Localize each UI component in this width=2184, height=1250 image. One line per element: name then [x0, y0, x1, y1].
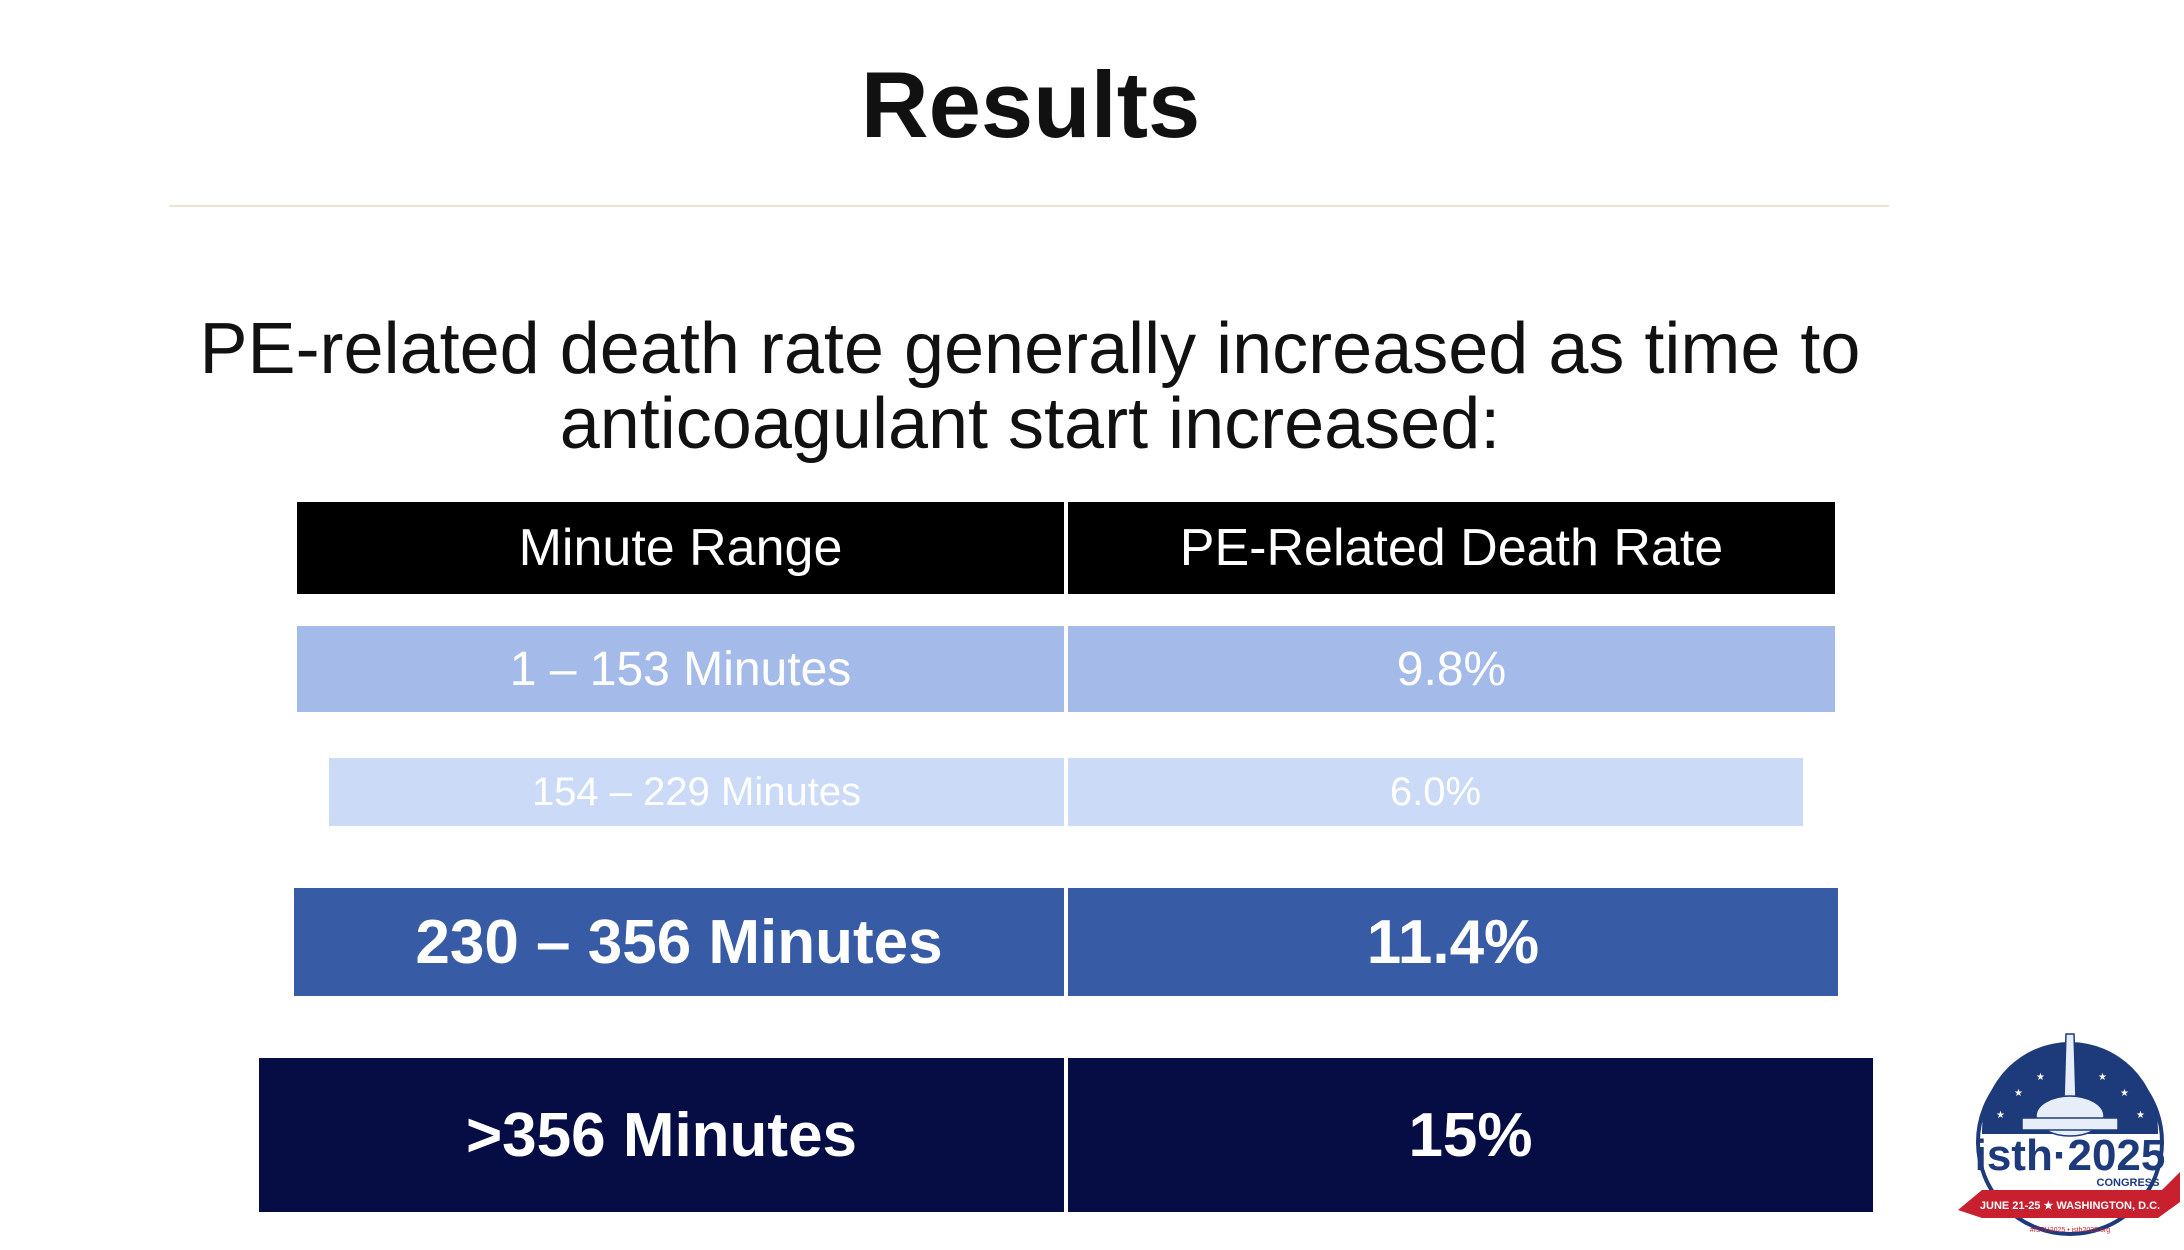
table-row-4-range: >356 Minutes: [259, 1058, 1064, 1212]
slide-title: Results: [860, 52, 1201, 157]
table-header-death-rate: PE-Related Death Rate: [1068, 502, 1835, 594]
svg-text:★: ★: [2120, 1088, 2129, 1099]
capitol-icon: [2021, 1033, 2119, 1137]
logo-footer-text: #ISTH2025 • isth2025.org: [2030, 1227, 2110, 1234]
svg-text:★: ★: [2098, 1072, 2107, 1083]
slide-subtitle: PE-related death rate generally increase…: [120, 312, 1940, 462]
logo-wordmark: isth·2025: [1975, 1131, 2166, 1180]
subtitle-line-1: PE-related death rate generally increase…: [199, 309, 1861, 389]
table-row-3-rate: 11.4%: [1068, 888, 1838, 996]
subtitle-line-2: anticoagulant start increased:: [559, 384, 1501, 464]
table-row-2-rate: 6.0%: [1068, 758, 1803, 826]
title-divider: [169, 205, 1889, 207]
table-row-3-range: 230 – 356 Minutes: [294, 888, 1064, 996]
table-row-2-range: 154 – 229 Minutes: [329, 758, 1064, 826]
isth-2025-logo: ★ ★ ★ ★ ★ ★ isth·2025 CONGRESS JUNE 21-25 ★ …: [1958, 1033, 2180, 1236]
logo-congress-label: CONGRESS: [2097, 1177, 2160, 1189]
logo-banner-text: JUNE 21-25 ★ WASHINGTON, D.C.: [1980, 1200, 2160, 1212]
table-row-1-range: 1 – 153 Minutes: [297, 626, 1064, 712]
logo-stars: ★ ★ ★ ★ ★ ★: [1996, 1072, 2145, 1121]
table-row-4-rate: 15%: [1068, 1058, 1873, 1212]
table-header-minute-range: Minute Range: [297, 502, 1064, 594]
table-row-1-rate: 9.8%: [1068, 626, 1835, 712]
svg-text:★: ★: [2014, 1088, 2023, 1099]
svg-text:★: ★: [1996, 1110, 2005, 1121]
svg-text:★: ★: [2036, 1072, 2045, 1083]
logo-banner: JUNE 21-25 ★ WASHINGTON, D.C.: [1958, 1172, 2180, 1218]
svg-text:★: ★: [2136, 1110, 2145, 1121]
